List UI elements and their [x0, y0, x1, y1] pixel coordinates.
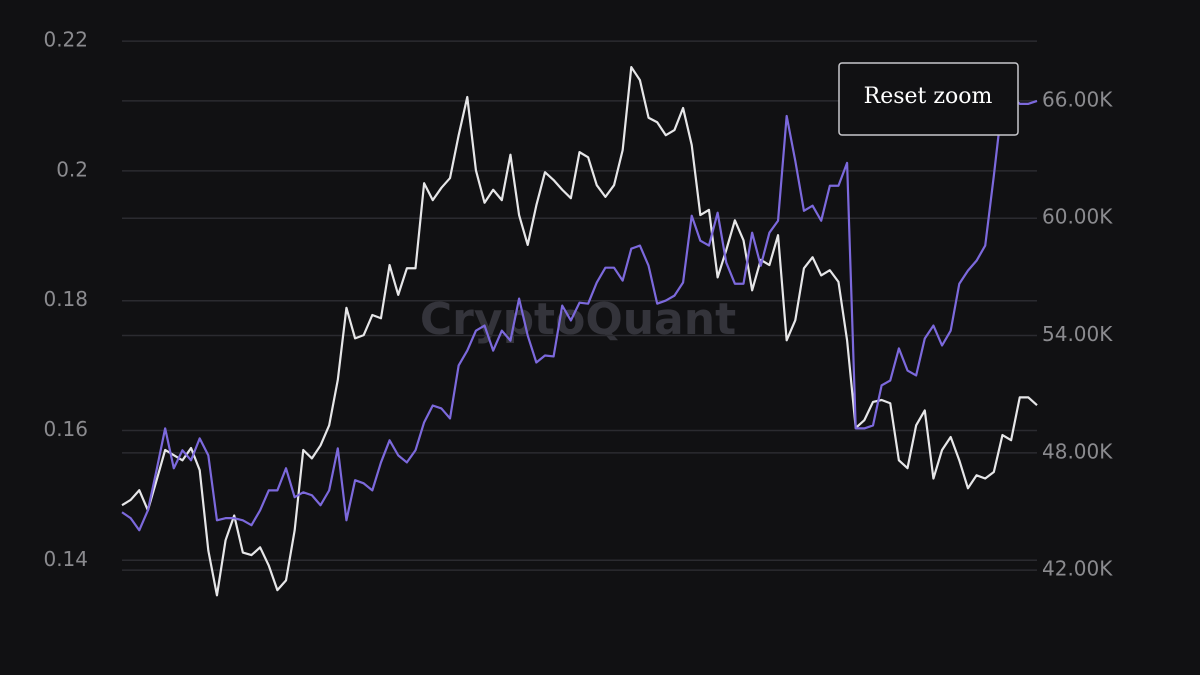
y-tick-label: 0.16 — [43, 417, 88, 441]
y2-tick-label: 66.00K — [1042, 87, 1113, 111]
y-tick-label: 0.18 — [43, 287, 88, 311]
reset-zoom-button[interactable]: Reset zoom — [838, 62, 1019, 136]
button-label[interactable]: Reset zoom — [864, 84, 993, 109]
y-tick-label: 0.2 — [56, 157, 88, 181]
button-frame[interactable] — [838, 62, 1019, 136]
y2-tick-label: 42.00K — [1042, 557, 1113, 581]
watermark: CryptoQuant — [420, 294, 736, 345]
y-tick-label: 0.14 — [43, 547, 88, 571]
y2-tick-label: 48.00K — [1042, 439, 1113, 463]
y-tick-label: 0.22 — [43, 28, 88, 52]
y2-tick-label: 54.00K — [1042, 322, 1113, 346]
data-line — [121, 66, 1038, 597]
grid: 0.14 0.16 0.18 0.2 0.22 42.00K 48.00K 54.00K 60.… — [43, 28, 1113, 581]
plot — [121, 66, 1038, 597]
data-line — [121, 94, 1038, 532]
y2-tick-label: 60.00K — [1042, 205, 1113, 229]
